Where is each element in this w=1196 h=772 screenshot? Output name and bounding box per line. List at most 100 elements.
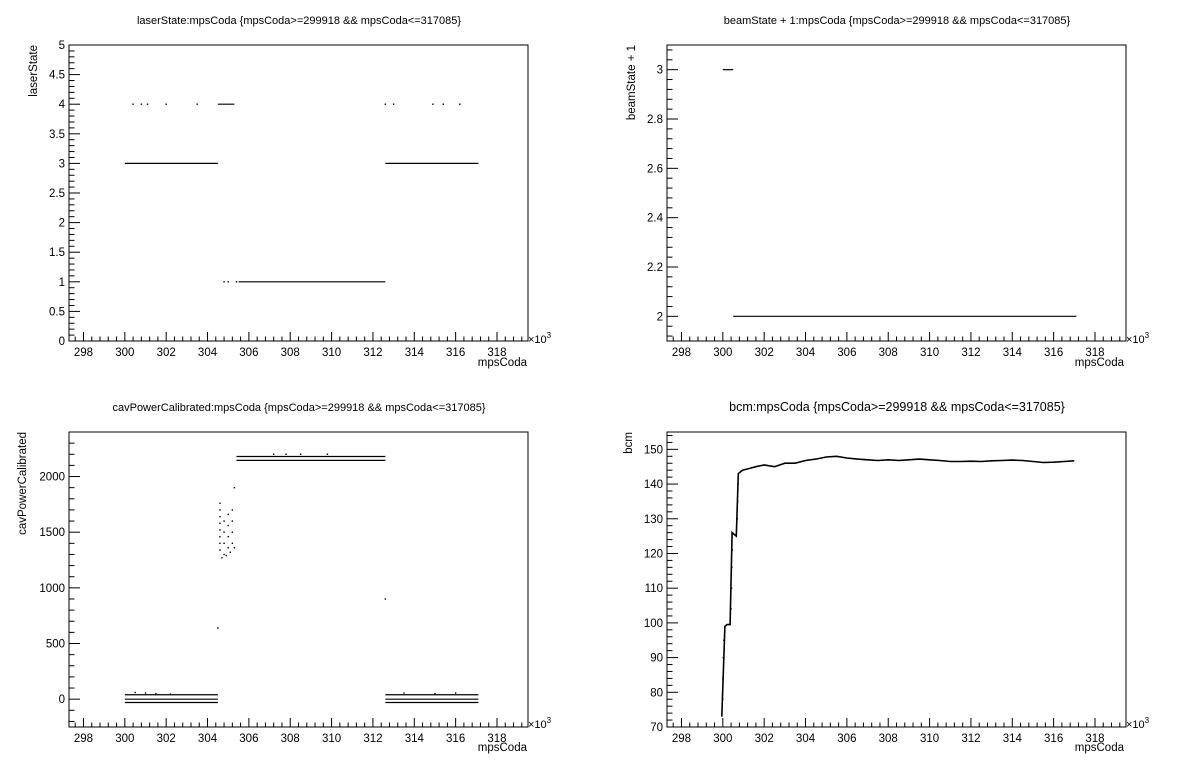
data-point xyxy=(227,281,229,283)
y-axis-label: beamState + 1 xyxy=(626,45,638,120)
data-point xyxy=(165,103,167,105)
data-point xyxy=(722,677,724,680)
data-point xyxy=(285,453,287,455)
x-tick-label: 310 xyxy=(920,347,939,359)
y-tick-label: 1.5 xyxy=(49,247,65,259)
data-point xyxy=(227,513,229,516)
x-tick-label: 308 xyxy=(879,347,898,359)
data-point xyxy=(223,520,225,522)
x-tick-label: 318 xyxy=(487,733,506,745)
x-axis-label: mpsCoda xyxy=(478,357,528,369)
data-point xyxy=(221,557,223,559)
y-tick-label: 2.4 xyxy=(647,213,664,225)
data-point xyxy=(155,692,157,695)
data-point xyxy=(146,103,149,105)
data-point xyxy=(217,627,219,629)
x-axis-exponent: ×103 xyxy=(528,716,552,731)
data-point xyxy=(223,553,225,556)
x-tick-label: 306 xyxy=(239,733,258,745)
data-point xyxy=(392,103,395,105)
data-point xyxy=(723,639,725,641)
x-tick-label: 312 xyxy=(961,733,980,745)
y-tick-label: 0 xyxy=(59,694,65,706)
y-tick-label: 4.5 xyxy=(49,70,65,82)
y-tick-label: 3 xyxy=(59,158,65,170)
y-tick-label: 0 xyxy=(59,336,65,348)
y-tick-label: 1500 xyxy=(39,527,65,539)
x-tick-label: 302 xyxy=(157,733,176,745)
x-axis-label: mpsCoda xyxy=(1075,357,1125,369)
data-point xyxy=(227,524,229,527)
y-tick-label: 2 xyxy=(59,218,65,230)
x-tick-label: 300 xyxy=(713,733,732,745)
data-point xyxy=(231,531,234,533)
data-point xyxy=(737,500,739,503)
x-tick-label: 306 xyxy=(837,347,856,359)
x-axis-exponent: ×103 xyxy=(1126,331,1150,346)
plot-frame xyxy=(666,44,1127,342)
x-tick-label: 310 xyxy=(322,733,341,745)
data-point xyxy=(223,542,225,545)
y-tick-label: 110 xyxy=(645,583,663,595)
data-point xyxy=(736,518,738,520)
x-tick-label: 302 xyxy=(755,733,774,745)
chart-title: laserState:mpsCoda {mpsCoda>=299918 && m… xyxy=(137,15,461,27)
data-point xyxy=(219,509,221,511)
laserstate-chart: laserState:mpsCoda {mpsCoda>=299918 && m… xyxy=(28,15,552,369)
x-tick-label: 316 xyxy=(446,733,465,745)
data-point xyxy=(219,529,221,531)
plot-frame xyxy=(666,431,1127,728)
data-point xyxy=(132,103,134,105)
data-point xyxy=(229,551,231,553)
y-tick-label: 150 xyxy=(644,444,663,456)
data-point xyxy=(326,453,329,455)
x-tick-label: 314 xyxy=(405,733,425,745)
x-axis-exponent: ×103 xyxy=(1126,716,1150,731)
x-axis-label: mpsCoda xyxy=(1075,742,1125,754)
x-tick-label: 300 xyxy=(115,733,134,745)
cavpower-chart: cavPowerCalibrated:mpsCoda {mpsCoda>=299… xyxy=(17,402,552,754)
data-line xyxy=(721,455,1075,717)
data-point xyxy=(384,598,387,600)
data-point xyxy=(459,103,461,105)
x-tick-label: 304 xyxy=(198,733,218,745)
data-point xyxy=(219,515,221,518)
x-tick-label: 304 xyxy=(796,733,816,745)
data-point xyxy=(403,692,405,694)
data-point xyxy=(134,691,136,694)
beamstate-chart: beamState + 1:mpsCoda {mpsCoda>=299918 &… xyxy=(626,15,1150,369)
y-tick-label: 130 xyxy=(644,514,663,526)
x-tick-label: 314 xyxy=(1003,733,1023,745)
y-tick-label: 0.5 xyxy=(49,306,65,318)
data-point xyxy=(731,549,734,551)
data-point xyxy=(219,542,221,545)
data-point xyxy=(233,486,236,489)
x-tick-label: 312 xyxy=(363,733,382,745)
x-tick-label: 298 xyxy=(74,733,93,745)
data-point xyxy=(231,542,234,545)
data-point xyxy=(722,656,724,659)
x-tick-label: 316 xyxy=(1044,733,1063,745)
x-tick-label: 318 xyxy=(1085,733,1104,745)
y-tick-label: 140 xyxy=(644,479,663,491)
data-point xyxy=(219,549,221,551)
x-tick-label: 308 xyxy=(281,733,300,745)
y-tick-label: 2.2 xyxy=(647,262,663,274)
data-point xyxy=(227,547,229,549)
data-point xyxy=(219,502,221,504)
data-point xyxy=(737,483,739,485)
data-point xyxy=(722,698,724,700)
x-tick-label: 300 xyxy=(115,347,134,359)
x-tick-label: 314 xyxy=(1003,347,1023,359)
y-tick-label: 2 xyxy=(657,311,663,323)
y-tick-label: 2000 xyxy=(39,472,65,484)
x-tick-label: 306 xyxy=(239,347,258,359)
chart-title: beamState + 1:mpsCoda {mpsCoda>=299918 &… xyxy=(724,15,1071,27)
y-tick-label: 2.6 xyxy=(647,163,663,175)
y-tick-label: 70 xyxy=(650,722,663,734)
x-tick-label: 298 xyxy=(74,347,93,359)
y-tick-label: 4 xyxy=(59,99,66,111)
data-point xyxy=(434,692,436,695)
x-tick-label: 308 xyxy=(879,733,898,745)
